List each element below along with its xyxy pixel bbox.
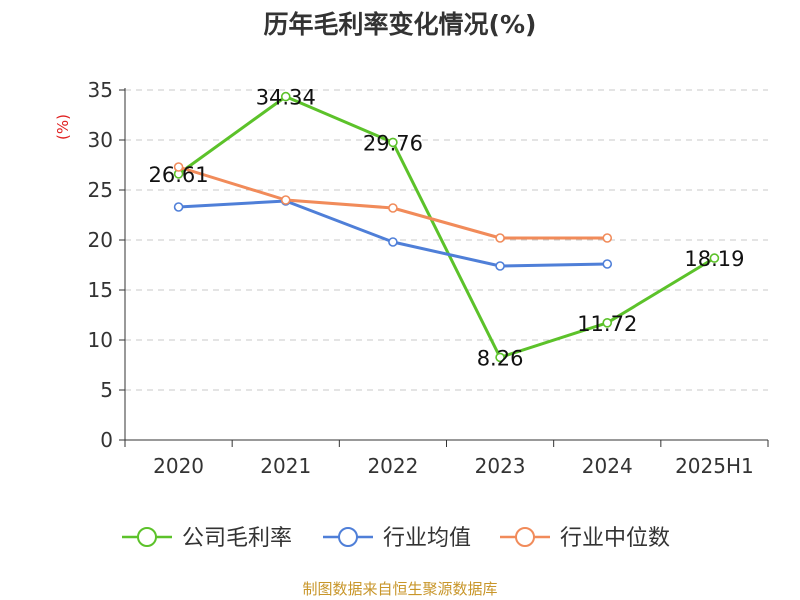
data-point [602, 233, 613, 243]
data-label: 29.76 [363, 131, 423, 155]
data-point [280, 91, 291, 102]
data-point [173, 202, 184, 212]
chart-title: 历年毛利率变化情况(%) [264, 10, 537, 39]
data-point [388, 137, 398, 148]
grid-lines [125, 89, 768, 391]
x-tick-label: 2025H1 [675, 454, 754, 478]
legend-item-0[interactable]: 公司毛利率 [122, 526, 292, 551]
data-point [388, 203, 398, 213]
data-label: 18.19 [684, 247, 744, 271]
y-tick-label: 5 [100, 378, 113, 402]
source-note: 制图数据来自恒生聚源数据库 [302, 580, 497, 598]
data-label: 26.61 [149, 163, 209, 187]
x-tick-label: 2023 [475, 454, 526, 478]
data-point [495, 261, 505, 271]
y-tick-label: 15 [88, 278, 113, 302]
data-labels: 26.61 34.34 29.76 8.26 11.72 18.19 [149, 86, 745, 371]
data-label: 11.72 [577, 312, 637, 336]
y-tick-label: 20 [88, 228, 113, 252]
data-point [602, 317, 613, 328]
series-line-0 [177, 95, 716, 359]
data-points [173, 91, 720, 363]
y-axis-label: (%) [54, 114, 72, 140]
x-tick-label: 2020 [153, 454, 204, 478]
data-label: 34.34 [256, 86, 316, 110]
x-tick-label: 2022 [367, 454, 418, 478]
data-point [602, 259, 613, 269]
legend[interactable]: 公司毛利率 行业均值 行业中位数 [122, 526, 670, 551]
y-tick-label: 25 [88, 178, 113, 202]
data-label: 8.26 [477, 346, 524, 370]
data-point [495, 352, 505, 363]
axes: 0 5 10 15 20 25 30 35 2020 2021 2022 2023 2024 2025H1 [88, 78, 769, 478]
legend-item-1[interactable]: 行业均值 [323, 526, 471, 551]
data-point [280, 195, 291, 205]
legend-label: 公司毛利率 [182, 526, 292, 551]
legend-label: 行业中位数 [560, 526, 670, 551]
data-point [388, 237, 398, 247]
legend-item-2[interactable]: 行业中位数 [500, 526, 670, 551]
y-tick-label: 30 [88, 128, 113, 152]
legend-label: 行业均值 [383, 526, 471, 551]
y-tick-label: 35 [88, 78, 113, 102]
legend-marker [137, 527, 157, 547]
x-tick-label: 2024 [582, 454, 633, 478]
legend-marker [338, 527, 358, 547]
x-tick-label: 2021 [260, 454, 311, 478]
data-point [173, 162, 184, 172]
y-tick-label: 10 [88, 328, 113, 352]
data-point [709, 253, 720, 263]
legend-marker [515, 527, 535, 547]
y-tick-label: 0 [100, 428, 113, 452]
data-point [495, 233, 505, 243]
